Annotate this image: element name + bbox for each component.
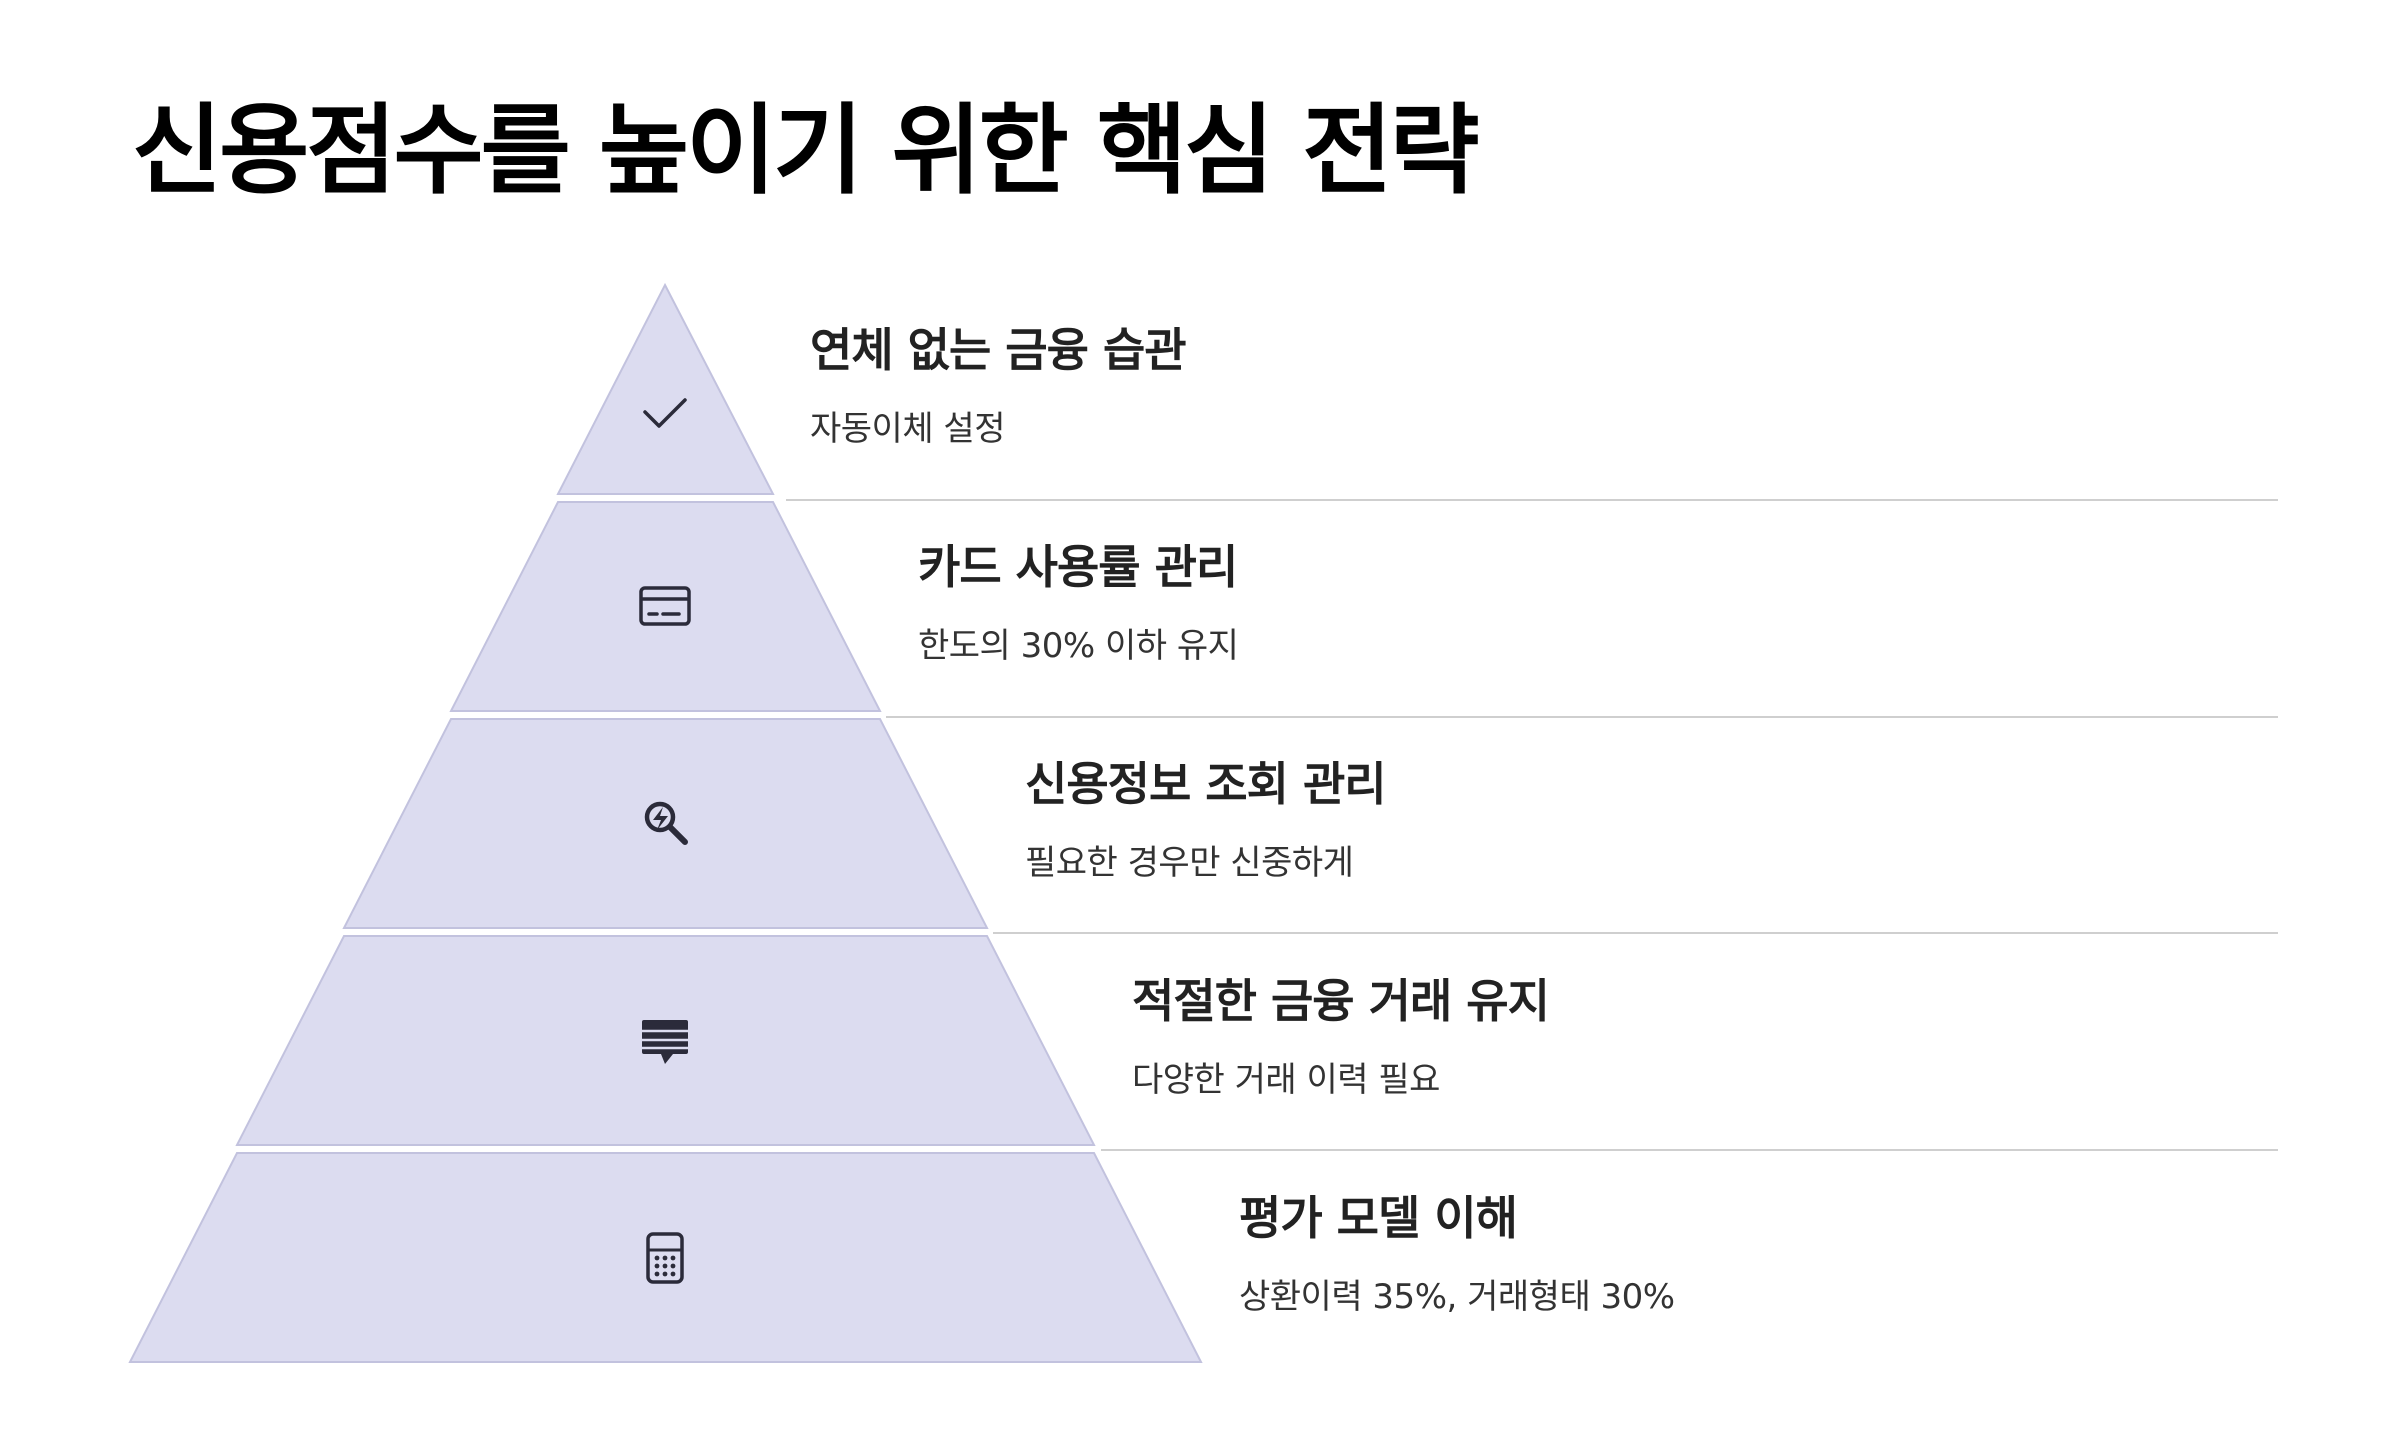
level-4-label: 적절한 금융 거래 유지 <box>1132 974 1550 1028</box>
calculator-icon <box>646 1232 684 1284</box>
message-list-icon <box>642 1020 688 1064</box>
level-3-label: 신용정보 조회 관리 <box>1025 757 1387 811</box>
level-5-desc: 상환이력 35%, 거래형태 30% <box>1239 1277 1675 1317</box>
level-3-desc: 필요한 경우만 신중하게 <box>1025 843 1354 883</box>
search-zap-icon <box>644 801 688 845</box>
pyramid-tier-4 <box>235 935 1096 1146</box>
level-1-desc: 자동이체 설정 <box>810 409 1006 449</box>
level-2-desc: 한도의 30% 이하 유지 <box>918 626 1239 666</box>
level-5-label: 평가 모델 이해 <box>1239 1191 1518 1245</box>
check-icon <box>643 398 687 428</box>
credit-card-icon <box>639 586 691 626</box>
level-1-label: 연체 없는 금융 습관 <box>810 323 1187 377</box>
pyramid-tier-2 <box>449 501 882 712</box>
pyramid-tier-1 <box>556 282 775 495</box>
pyramid-tier-3 <box>342 718 989 929</box>
level-2-label: 카드 사용률 관리 <box>918 540 1238 594</box>
level-4-desc: 다양한 거래 이력 필요 <box>1132 1060 1440 1100</box>
page-title: 신용점수를 높이기 위한 핵심 전략 <box>132 94 1480 208</box>
pyramid-tier-5 <box>128 1152 1203 1363</box>
